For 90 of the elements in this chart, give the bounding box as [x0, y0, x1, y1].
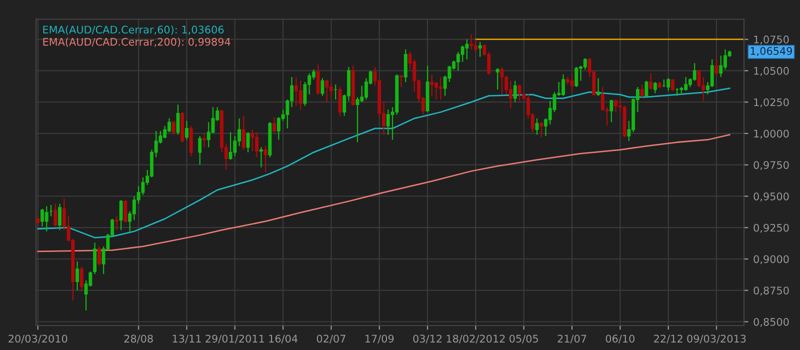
x-tick-label: 20/03/2010: [8, 334, 68, 344]
candlestick: [438, 76, 442, 100]
candlestick: [518, 84, 522, 102]
candlestick: [513, 80, 517, 103]
candlestick: [470, 34, 474, 50]
candlestick: [653, 81, 657, 94]
candlestick: [124, 199, 128, 224]
text: 1,06549: [750, 47, 792, 56]
y-tick-label: 0,8750: [754, 286, 789, 296]
candlestick: [44, 206, 48, 232]
y-tick-label: 0,9000: [754, 255, 789, 264]
candlestick: [325, 78, 329, 103]
candlestick: [329, 84, 333, 98]
text: EMA(AUD/CAD.Cerrar,60): 1,03606: [43, 26, 224, 35]
x-tick-label: 21/07: [558, 334, 586, 344]
candlestick: [80, 266, 84, 292]
x-tick-label: 16/04: [269, 334, 298, 344]
candlestick: [535, 118, 539, 136]
text: EMA(AUD/CAD.Cerrar,200): 0,99894: [43, 38, 230, 47]
candlestick: [264, 145, 268, 173]
candlestick: [76, 260, 80, 291]
x-tick-label: 18/02/2012: [446, 334, 505, 344]
candlestick: [540, 122, 544, 138]
candlestick: [206, 122, 210, 148]
candlestick: [198, 135, 202, 166]
y-tick-label: 1,0250: [754, 98, 789, 108]
y-tick-label: 1,0000: [754, 130, 789, 139]
candlestick: [338, 86, 342, 116]
candlestick: [508, 80, 512, 109]
y-tick-label: 0,9500: [754, 192, 789, 202]
candlestick: [189, 125, 193, 157]
x-tick-label: 17/09: [366, 334, 394, 344]
candlestick: [574, 66, 578, 88]
candlestick: [640, 84, 644, 98]
candlestick: [666, 78, 670, 92]
candlestick: [185, 120, 188, 140]
x-tick-label: 28/08: [124, 334, 153, 344]
candlestick: [692, 62, 696, 82]
candlestick: [500, 66, 504, 96]
candlestick: [176, 104, 180, 136]
candlestick: [272, 116, 276, 133]
candlestick: [119, 199, 123, 231]
candlestick: [430, 74, 434, 96]
candlestick: [670, 78, 674, 92]
candlestick: [719, 55, 723, 78]
candlestick: [386, 109, 390, 136]
candlestick: [172, 120, 176, 136]
candlestick: [644, 80, 648, 98]
y-tick-label: 1,0500: [754, 66, 789, 76]
candlestick: [460, 45, 464, 62]
candlestick: [478, 41, 482, 58]
candlestick: [610, 99, 614, 123]
y-tick-label: 0,9750: [754, 161, 789, 170]
x-tick-label: 09/03/2013: [687, 334, 746, 344]
candlestick: [710, 58, 714, 88]
candlestick: [242, 115, 246, 150]
candlestick: [54, 203, 58, 227]
candlestick: [58, 203, 62, 231]
candlestick: [320, 78, 324, 96]
y-tick-label: 0,8500: [754, 318, 789, 327]
candlestick: [259, 146, 263, 168]
candlestick: [93, 242, 97, 275]
candlestick: [465, 38, 469, 60]
line-series: [37, 134, 730, 252]
x-tick-label: 22/12: [654, 334, 682, 344]
x-tick-label: 13/11: [172, 334, 201, 344]
x-tick-label: 03/12: [413, 334, 442, 344]
candlestick: [400, 75, 403, 88]
candlestick: [114, 216, 118, 231]
x-tick-label: 29/01/2011: [206, 334, 264, 344]
candlestick: [583, 58, 587, 70]
candlestick: [356, 96, 360, 143]
x-tick-label: 06/10: [606, 334, 634, 344]
candlestick: [298, 80, 302, 110]
candlestick: [97, 246, 101, 266]
candlestick: [250, 129, 254, 152]
candlestick: [596, 78, 600, 96]
candlestick: [246, 132, 250, 153]
y-tick-label: 0,9250: [754, 224, 789, 233]
candlestick: [649, 72, 653, 90]
candlestick: [474, 38, 478, 52]
x-tick-label: 02/07: [316, 334, 346, 344]
candlestick: [202, 132, 206, 148]
x-tick-label: 05/05: [510, 334, 538, 344]
candlestick: [614, 99, 618, 113]
y-tick-label: 1,0750: [754, 36, 789, 44]
candlestick: [316, 64, 320, 96]
candlestick: [404, 48, 408, 83]
candlestick: [697, 70, 701, 88]
candlestick: [496, 68, 500, 90]
